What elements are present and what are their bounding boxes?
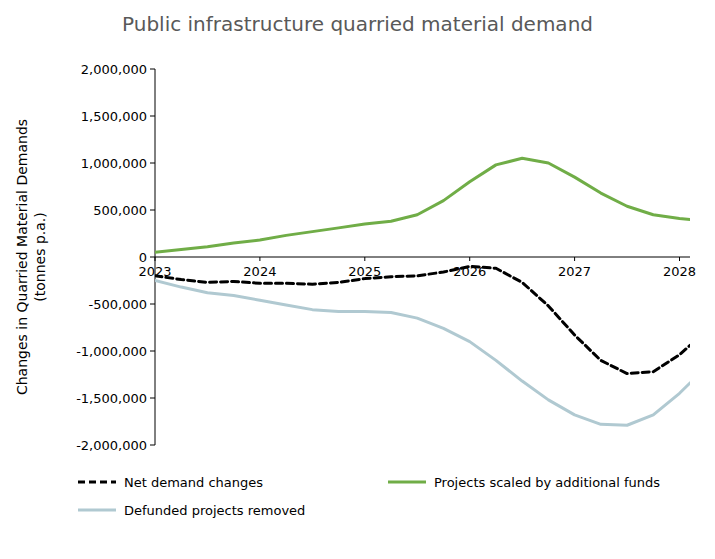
y-tick-label: 2,000,000 (81, 62, 147, 77)
y-axis-line (155, 69, 156, 445)
plot-area (155, 158, 690, 425)
legend-key (78, 481, 116, 484)
x-tick-label: 2028 (663, 264, 696, 279)
x-axis-line (155, 257, 690, 258)
x-tick (574, 257, 575, 261)
legend-label: Net demand changes (124, 475, 263, 490)
y-tick (150, 304, 155, 305)
y-tick (150, 398, 155, 399)
y-tick (150, 163, 155, 164)
title: Public infrastructure quarried material … (122, 12, 593, 36)
legend-key (78, 509, 116, 512)
y-axis-label-line: (tonnes p.a.) (32, 212, 48, 301)
y-tick (150, 210, 155, 211)
y-tick-label: 1,000,000 (81, 156, 147, 171)
y-axis-label-line: Changes in Quarried Material Demands (14, 119, 30, 395)
chart: Public infrastructure quarried material … (0, 0, 715, 559)
y-tick-label: 1,500,000 (81, 109, 147, 124)
y-tick-label: -1,000,000 (76, 344, 147, 359)
series-line (155, 281, 690, 426)
series-line (155, 266, 690, 373)
x-tick-label: 2027 (558, 264, 591, 279)
y-tick (150, 257, 155, 258)
legend-key (388, 481, 426, 484)
y-tick (150, 351, 155, 352)
y-tick-label: -500,000 (89, 297, 147, 312)
y-tick (150, 116, 155, 117)
x-tick (259, 257, 260, 261)
legend-label: Projects scaled by additional funds (434, 475, 660, 490)
y-tick-label: -1,500,000 (76, 391, 147, 406)
y-axis-label: Changes in Quarried Material Demands(ton… (14, 119, 48, 395)
y-tick-label: 500,000 (93, 203, 147, 218)
x-tick (679, 257, 680, 261)
x-tick (155, 257, 156, 261)
y-tick (150, 445, 155, 446)
y-tick-label: -2,000,000 (76, 438, 147, 453)
series-line (155, 158, 690, 252)
legend-label: Defunded projects removed (124, 503, 305, 518)
x-tick (469, 257, 470, 261)
x-tick-label: 2024 (243, 264, 276, 279)
x-tick-label: 2026 (453, 264, 486, 279)
y-tick (150, 69, 155, 70)
y-tick-label: 0 (139, 250, 147, 265)
x-tick (364, 257, 365, 261)
